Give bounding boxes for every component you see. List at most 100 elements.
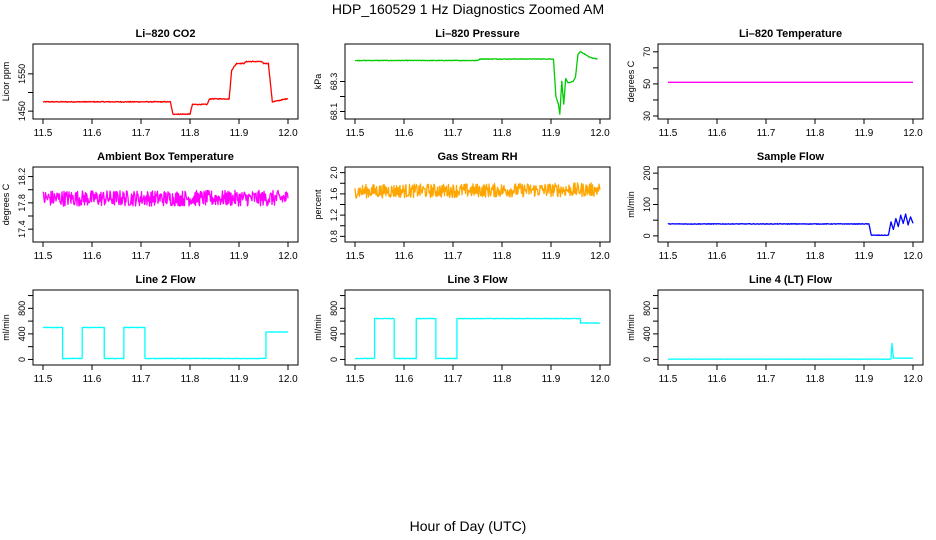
plot-frame	[344, 289, 611, 366]
y-tick-label: 50	[642, 79, 652, 89]
x-tick-label: 11.6	[708, 128, 727, 139]
panel-title: Line 3 Flow	[448, 274, 508, 286]
x-tick-label: 11.9	[230, 128, 249, 139]
x-tick-label: 11.9	[542, 251, 561, 262]
y-axis-label: ml/min	[1, 314, 11, 341]
y-tick-label: 17.8	[17, 194, 27, 212]
x-tick-label: 11.8	[493, 374, 512, 385]
panel-title: Line 2 Flow	[136, 274, 196, 286]
y-axis-label: degrees C	[1, 183, 11, 225]
y-tick-label: 200	[642, 166, 652, 181]
y-tick-label: 18.2	[17, 168, 27, 186]
chart-panel-4: Ambient Box Temperature degrees C 11.5 11.6…	[1, 151, 299, 262]
x-tick-label: 11.5	[34, 251, 53, 262]
x-tick-label: 11.5	[34, 374, 53, 385]
x-tick-label: 11.8	[493, 128, 512, 139]
x-tick-label: 11.8	[181, 128, 200, 139]
x-tick-label: 12.0	[590, 374, 610, 385]
x-tick-label: 11.9	[855, 128, 874, 139]
plot-frame	[344, 43, 611, 120]
plot-frame	[657, 43, 924, 120]
chart-panel-1: Li–820 CO2 Licor ppm 11.5 11.6 11.7 11.8 11.9 1…	[1, 28, 299, 139]
y-tick-label: 1.2	[329, 209, 339, 222]
x-tick-label: 11.5	[659, 251, 678, 262]
series-line	[354, 50, 598, 115]
y-tick-label: 2.0	[329, 166, 339, 179]
x-tick-label: 11.9	[542, 374, 561, 385]
figure-title: HDP_160529 1 Hz Diagnostics Zoomed AM	[331, 1, 605, 17]
y-tick-label: 1.6	[329, 188, 339, 201]
y-tick-label: 0	[17, 357, 27, 362]
x-tick-label: 11.9	[230, 251, 249, 262]
x-tick-label: 11.7	[757, 251, 776, 262]
x-tick-label: 11.9	[855, 374, 874, 385]
x-tick-label: 11.6	[83, 251, 102, 262]
x-tick-label: 11.7	[132, 128, 151, 139]
y-tick-label: 17.4	[17, 220, 27, 238]
y-axis-label: ml/min	[626, 314, 636, 341]
x-tick-label: 12.0	[903, 251, 923, 262]
y-tick-label: 400	[642, 326, 652, 341]
x-tick-label: 11.5	[346, 251, 365, 262]
y-axis-label: degrees C	[626, 60, 636, 102]
chart-panel-7: Line 2 Flow ml/min 11.5 11.6 11.7 11.8 11.9 12.…	[1, 274, 299, 385]
series-line	[354, 182, 601, 199]
x-tick-label: 11.5	[659, 374, 678, 385]
y-tick-label: 400	[17, 326, 27, 341]
y-tick-label: 0	[642, 233, 652, 238]
y-tick-label: 800	[329, 301, 339, 316]
x-tick-label: 11.8	[806, 251, 825, 262]
y-tick-label: 800	[642, 301, 652, 316]
y-tick-label: 1550	[17, 64, 27, 84]
series-line	[667, 342, 914, 360]
x-tick-label: 11.5	[346, 128, 365, 139]
series-line	[354, 317, 601, 360]
x-tick-label: 11.7	[757, 128, 776, 139]
panel-title: Gas Stream RH	[437, 151, 517, 163]
x-tick-label: 11.9	[542, 128, 561, 139]
y-axis-label: Licor ppm	[1, 62, 11, 102]
x-tick-label: 11.7	[757, 374, 776, 385]
y-tick-label: 0	[642, 357, 652, 362]
x-tick-label: 11.8	[493, 251, 512, 262]
chart-panel-2: Li–820 Pressure kPa 11.5 11.6 11.7 11.8 11.9 12…	[313, 28, 611, 139]
panel-title: Line 4 (LT) Flow	[749, 274, 832, 286]
series-line	[42, 60, 289, 116]
panel-title: Sample Flow	[757, 151, 825, 163]
x-tick-label: 11.9	[855, 251, 874, 262]
y-tick-label: 68.1	[329, 103, 339, 121]
y-axis-label: percent	[313, 189, 323, 220]
y-tick-label: 100	[642, 197, 652, 212]
chart-panel-8: Line 3 Flow ml/min 11.5 11.6 11.7 11.8 11.9 12.…	[313, 274, 611, 385]
chart-panel-9: Line 4 (LT) Flow ml/min 11.5 11.6 11.7 11.8 11…	[626, 274, 924, 385]
chart-panel-5: Gas Stream RH percent 11.5 11.6 11.7 11.8 11.9…	[313, 151, 611, 262]
x-tick-label: 11.8	[806, 374, 825, 385]
x-tick-label: 11.8	[181, 374, 200, 385]
x-tick-label: 11.7	[444, 374, 463, 385]
plot-frame	[32, 43, 299, 120]
series-line	[667, 213, 914, 237]
x-tick-label: 11.6	[395, 374, 414, 385]
panel-title: Li–820 CO2	[136, 28, 196, 40]
y-tick-label: 68.3	[329, 73, 339, 91]
chart-panel-6: Sample Flow ml/min 11.5 11.6 11.7 11.8 11.9 12.…	[626, 151, 924, 262]
x-tick-label: 12.0	[278, 128, 298, 139]
y-tick-label: 30	[642, 111, 652, 121]
x-tick-label: 11.6	[395, 128, 414, 139]
y-axis-label: kPa	[313, 74, 323, 90]
plot-frame	[344, 166, 611, 243]
x-tick-label: 11.5	[34, 128, 53, 139]
plot-frame	[657, 289, 924, 366]
y-tick-label: 1450	[17, 101, 27, 121]
series-line	[42, 326, 289, 360]
x-tick-label: 12.0	[278, 374, 298, 385]
x-tick-label: 11.8	[181, 251, 200, 262]
x-tick-label: 11.6	[708, 374, 727, 385]
panel-title: Li–820 Temperature	[739, 28, 842, 40]
x-tick-label: 11.5	[346, 374, 365, 385]
x-tick-label: 11.7	[444, 251, 463, 262]
y-tick-label: 800	[17, 301, 27, 316]
x-axis-caption: Hour of Day (UTC)	[409, 518, 527, 534]
y-axis-label: ml/min	[626, 191, 636, 218]
